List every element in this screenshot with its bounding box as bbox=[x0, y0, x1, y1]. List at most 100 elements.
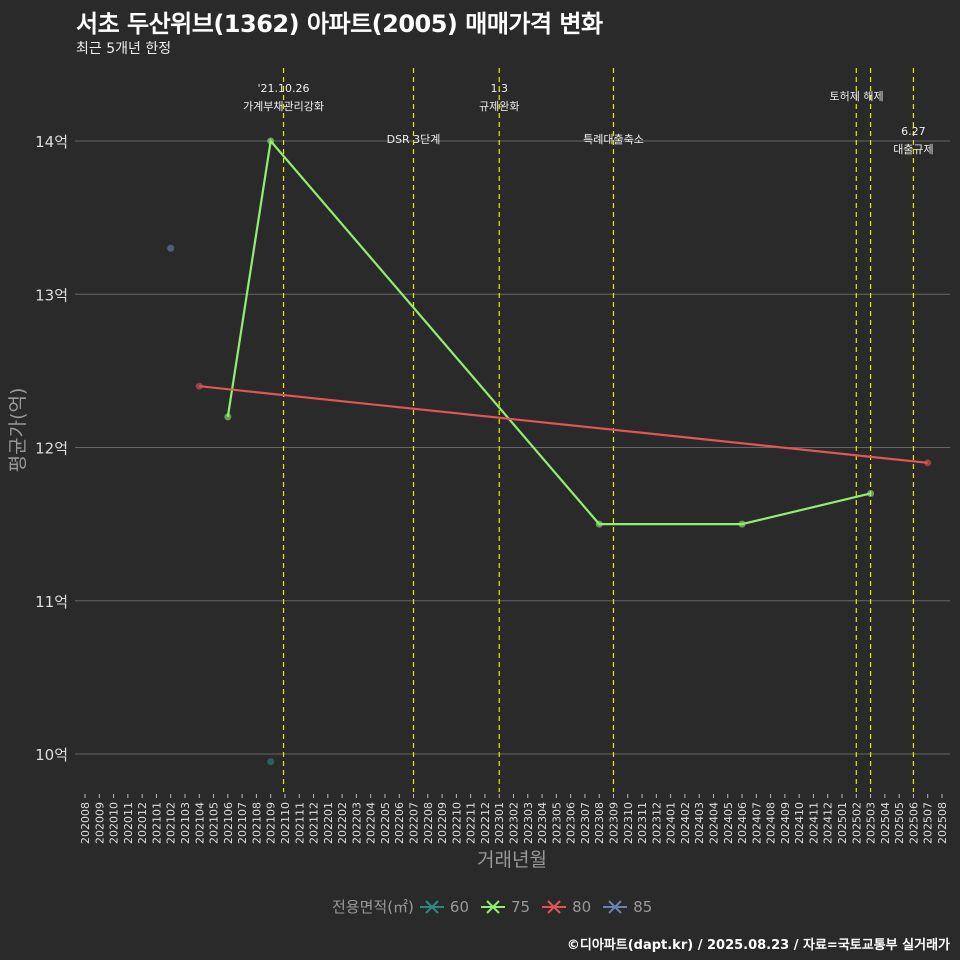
legend-item-75: 75 bbox=[481, 898, 530, 916]
legend-label: 75 bbox=[511, 897, 531, 916]
x-tick-label: 202304 bbox=[536, 802, 549, 844]
chart-subtitle: 최근 5개년 한정 bbox=[76, 41, 172, 57]
event-label: 1.3 bbox=[490, 82, 508, 95]
x-tick-label: 202008 bbox=[79, 802, 92, 844]
x-tick-label: 202109 bbox=[265, 802, 278, 844]
x-tick-label: 202203 bbox=[350, 802, 363, 844]
x-tick-label: 202307 bbox=[579, 802, 592, 844]
x-tick-label: 202104 bbox=[193, 802, 206, 844]
x-tick-label: 202110 bbox=[279, 802, 292, 844]
x-tick-label: 202305 bbox=[550, 802, 563, 844]
x-tick-label: 202211 bbox=[465, 802, 478, 844]
x-tick-label: 202311 bbox=[636, 802, 649, 844]
x-tick-label: 202107 bbox=[236, 802, 249, 844]
x-tick-label: 202501 bbox=[836, 802, 849, 844]
legend: 전용면적(㎡) 60 75 80 85 bbox=[332, 896, 658, 917]
y-axis-title: 평균가(억) bbox=[7, 388, 29, 473]
x-tick-label: 202505 bbox=[893, 802, 906, 844]
data-point-75 bbox=[267, 137, 275, 145]
x-tick-label: 202201 bbox=[322, 802, 335, 844]
legend-item-60: 60 bbox=[419, 897, 469, 916]
x-tick-label: 202212 bbox=[479, 802, 492, 844]
x-tick-label: 202009 bbox=[93, 802, 106, 844]
y-tick-label: 12억 bbox=[35, 440, 68, 458]
x-tick-label: 202112 bbox=[308, 802, 321, 844]
y-tick-label: 13억 bbox=[35, 286, 68, 304]
x-tick-label: 202312 bbox=[650, 802, 663, 844]
x-tick-label: 202011 bbox=[122, 802, 135, 844]
y-tick-label: 11억 bbox=[35, 593, 68, 611]
x-tick-label: 202408 bbox=[765, 802, 778, 844]
x-tick-label: 202301 bbox=[493, 802, 506, 844]
y-tick-label: 10억 bbox=[35, 746, 68, 764]
data-point-60 bbox=[267, 758, 275, 766]
legend-label: 80 bbox=[572, 897, 592, 916]
legend-key-icon bbox=[419, 899, 444, 914]
x-tick-label: 202502 bbox=[850, 802, 863, 844]
x-tick-label: 202503 bbox=[865, 802, 878, 844]
data-point-75 bbox=[224, 413, 232, 421]
x-tick-label: 202310 bbox=[622, 802, 635, 844]
x-tick-label: 202308 bbox=[593, 802, 606, 844]
legend-label: 85 bbox=[633, 897, 653, 916]
legend-key-icon bbox=[481, 899, 505, 914]
x-tick-label: 202309 bbox=[607, 802, 620, 844]
data-point-75 bbox=[595, 520, 603, 528]
x-tick-label: 202504 bbox=[879, 802, 892, 844]
x-tick-label: 202101 bbox=[150, 802, 163, 844]
x-tick-label: 202205 bbox=[379, 802, 392, 844]
legend-item-80: 80 bbox=[542, 898, 591, 916]
x-axis-title: 거래년월 bbox=[477, 849, 547, 871]
data-point-80 bbox=[924, 459, 932, 467]
event-label: 가계부채관리강화 bbox=[243, 100, 324, 113]
legend-key-icon bbox=[542, 899, 567, 914]
x-tick-label: 202506 bbox=[907, 802, 920, 844]
x-tick-label: 202404 bbox=[707, 802, 720, 844]
x-tick-label: 202204 bbox=[365, 802, 378, 844]
x-tick-label: 202412 bbox=[822, 802, 835, 844]
x-tick-label: 202401 bbox=[665, 802, 678, 844]
x-tick-label: 202106 bbox=[222, 802, 235, 844]
chart-title: 서초 두산위브(1362) 아파트(2005) 매매가격 변화 bbox=[76, 10, 603, 38]
y-tick-label: 14억 bbox=[35, 133, 68, 151]
event-label: DSR 3단계 bbox=[387, 133, 441, 146]
x-tick-label: 202409 bbox=[779, 802, 792, 844]
legend-label: 60 bbox=[449, 897, 469, 916]
x-tick-label: 202303 bbox=[522, 802, 535, 844]
event-label: '21.10.26 bbox=[258, 82, 310, 95]
event-label: 토허제 해제 bbox=[830, 89, 884, 103]
x-tick-label: 202410 bbox=[793, 802, 806, 844]
x-tick-label: 202406 bbox=[736, 802, 749, 844]
x-tick-label: 202403 bbox=[693, 802, 706, 844]
x-tick-label: 202209 bbox=[436, 802, 449, 844]
x-tick-label: 202411 bbox=[807, 802, 820, 844]
x-tick-label: 202208 bbox=[422, 802, 435, 844]
x-tick-label: 202402 bbox=[679, 802, 692, 844]
event-label: 6.27 bbox=[901, 125, 926, 138]
x-tick-label: 202206 bbox=[393, 802, 406, 844]
series-line-80 bbox=[199, 385, 928, 464]
legend-item-85: 85 bbox=[603, 898, 652, 916]
x-tick-label: 202103 bbox=[179, 802, 192, 844]
x-tick-label: 202105 bbox=[208, 802, 221, 844]
x-tick-label: 202407 bbox=[750, 802, 763, 844]
series-line-75 bbox=[226, 138, 871, 526]
x-tick-label: 202108 bbox=[250, 802, 263, 844]
event-label: 특례대출축소 bbox=[583, 133, 644, 146]
x-tick-label: 202306 bbox=[565, 802, 578, 844]
legend-title: 전용면적(㎡) bbox=[332, 898, 414, 916]
data-point-75 bbox=[738, 520, 746, 528]
x-tick-label: 202010 bbox=[108, 802, 121, 844]
x-tick-label: 202507 bbox=[922, 802, 935, 844]
x-tick-label: 202508 bbox=[936, 802, 949, 844]
x-tick-label: 202111 bbox=[293, 802, 306, 844]
data-point-85 bbox=[167, 244, 175, 252]
x-tick-label: 202210 bbox=[450, 802, 463, 844]
event-label: 규제완화 bbox=[479, 100, 519, 113]
source-caption: ©디아파트(dapt.kr) / 2025.08.23 / 자료=국토교통부 실… bbox=[566, 938, 950, 953]
x-tick-label: 202405 bbox=[722, 802, 735, 844]
x-tick-label: 202302 bbox=[508, 802, 521, 844]
event-label: 대출규제 bbox=[893, 143, 933, 156]
x-tick-label: 202102 bbox=[165, 802, 178, 844]
